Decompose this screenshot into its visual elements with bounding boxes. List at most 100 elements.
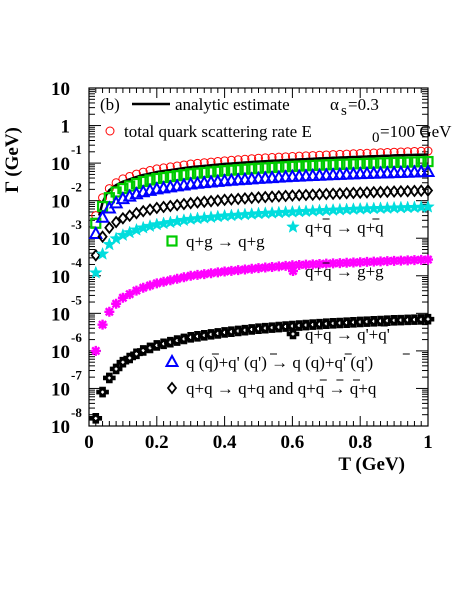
data-point-qqprime [353,166,368,180]
data-point-qqbar_qprime-hole [107,376,111,380]
legend: q+q → q+q q+g → q+g q+q → g+g q+q → q'+q' q … [164,218,410,398]
x-tick-label: 0.8 [348,432,372,453]
data-point-qqprime [407,164,422,178]
y-tick-label: 10 [51,342,70,363]
data-point-qqbar_gg [226,265,237,276]
data-point-qqbar_gg [273,261,284,272]
data-point-qqbar_qprime-hole [101,390,105,394]
y-axis-title: Γ (GeV) [2,127,23,193]
data-series [88,146,436,424]
data-point-qqprime [95,209,110,223]
legend-item-qqprime: q (q)+q' (q') → q (q)+q' (q') [164,353,410,372]
data-point-qqbar_qprime-hole [128,356,132,360]
data-point-qqprime [420,163,436,177]
legend-marker-qqprime [164,353,180,367]
legend-item-qqbar_gg: q+q → g+g [288,262,384,281]
data-point-qq [97,230,108,244]
data-point-qqbar_gg [334,258,345,269]
data-point-qq [361,186,373,199]
data-point-qq [307,188,318,202]
data-point-qqbar_gg [307,259,318,270]
data-point-qqprime [366,165,381,179]
series-qqbar_gg [90,254,433,356]
series-qqbar_qqbar [88,199,435,279]
data-point-qqbar_qqbar [421,199,435,213]
data-point-qq [334,187,346,200]
data-point-qqbar_qprime-hole [134,352,138,356]
analytic-legend-label: analytic estimate [175,95,290,114]
x-tick-label: 1 [423,432,433,453]
legend-marker-qqbar_qprime-hole [291,332,295,336]
y-tick-label: 10 [51,379,70,400]
total-legend-sub: 0 [372,130,380,146]
legend-marker-qq [166,381,178,395]
data-point-qqbar_gg [348,257,359,268]
data-point-qqbar_gg [172,273,183,284]
data-point-qqbar_gg [131,285,142,296]
data-point-qqbar_gg [300,259,311,270]
data-point-qqbar_gg [267,261,278,272]
legend-item-qg: q+g → q+g [166,232,265,251]
y-tick-exponent: -8 [71,405,82,420]
data-point-qqbar_gg [219,266,230,277]
data-point-qq [327,187,339,201]
series-qqprime [88,163,436,239]
x-tick-label: 0.6 [281,432,305,453]
data-point-qqbar_gg [321,258,332,269]
data-point-qqbar_gg [104,306,115,317]
data-point-qqbar_gg [402,255,413,266]
alpha-value: =0.3 [348,95,379,114]
y-tick-exponent: -1 [71,142,82,157]
data-point-qqbar_gg [97,319,108,330]
y-tick-exponent: -2 [71,180,82,195]
data-point-qqbar_gg [382,256,393,267]
data-point-qqbar_gg [253,263,264,274]
data-point-qqbar_gg [117,292,128,303]
data-point-qqbar_gg [199,269,210,280]
legend-label-qqprime: q (q)+q' (q') → q (q)+q' (q') [186,353,373,372]
alpha-sub: s [341,103,347,119]
data-point-qqbar_gg [185,270,196,281]
data-point-qqbar_gg [389,255,400,266]
data-point-qqbar_gg [138,282,149,293]
data-point-qqbar_gg [233,265,244,276]
data-point-qqbar_gg [246,263,257,274]
data-point-qqbar_gg [361,256,372,267]
y-tick-label: 10 [51,229,70,250]
data-point-qq [382,185,393,199]
data-point-qqbar_gg [111,298,122,309]
data-point-qq [287,189,298,202]
data-point-qqprime [359,165,375,179]
data-point-qqbar_gg [192,269,203,280]
data-point-qq [321,187,332,201]
data-point-qq [416,184,427,198]
legend-item-qqbar_qqbar: q+q → q+q [286,218,384,237]
y-tick-exponent: -5 [71,292,82,307]
data-point-qqprime [414,164,429,178]
data-point-qqbar_gg [165,275,176,286]
y-tick-label: 1 [61,117,71,138]
data-point-qq [300,188,312,202]
data-point-qqbar_gg [423,254,433,265]
series-analytic [97,153,429,216]
series-line-analytic [97,153,429,216]
data-point-qqbar_gg [409,255,420,266]
data-point-qqbar_qprime-hole [121,360,125,364]
data-point-qqbar_gg [368,256,379,267]
x-tick-label: 0.2 [145,432,169,453]
data-point-qqbar_gg [239,264,250,275]
legend-marker-qqbar_qqbar [286,219,300,233]
legend-label-qqbar_gg: q+q → g+g [305,262,384,281]
data-point-qqbar_qprime-hole [114,367,118,371]
data-point-qqbar_gg [145,280,156,291]
data-point-qqbar_gg [260,262,271,273]
data-point-qqbar_gg [178,272,189,283]
data-point-qqbar_gg [206,268,217,279]
data-point-qqbar_gg [158,276,169,287]
legend-label-qqbar_qqbar: q+q → q+q [305,218,384,237]
y-tick-label: 10 [51,192,70,213]
y-tick-label: 10 [51,154,70,175]
y-tick-exponent: -4 [71,255,82,270]
data-point-qqbar_gg [294,259,305,270]
x-axis-title: T (GeV) [338,454,405,475]
